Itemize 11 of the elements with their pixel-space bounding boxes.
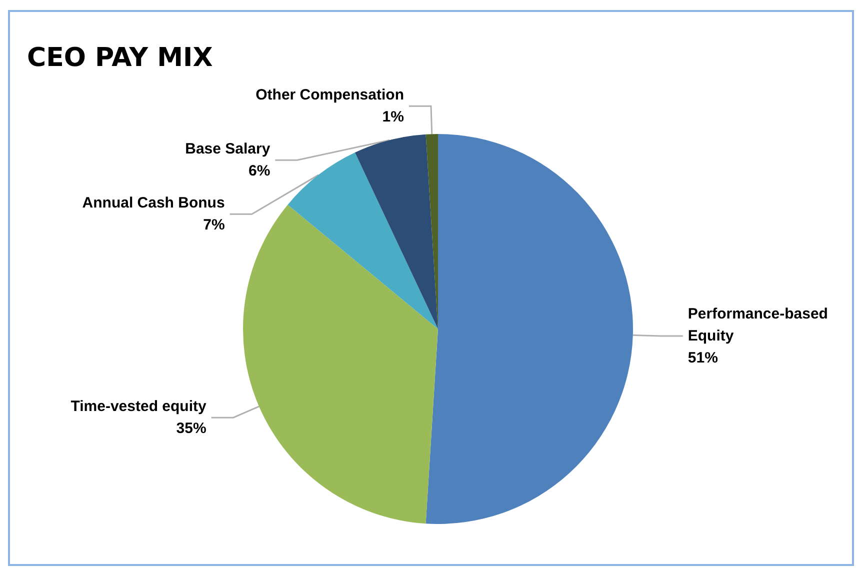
chart-title: CEO PAY MIX <box>27 43 213 73</box>
slice-label: Time-vested equity <box>70 398 207 416</box>
slice-label: Other Compensation <box>256 86 404 104</box>
data-label: 6% <box>248 162 270 180</box>
slice-label: Base Salary <box>185 140 271 158</box>
data-label: 35% <box>176 420 206 438</box>
data-label: 7% <box>203 216 225 234</box>
slice-label: Annual Cash Bonus <box>82 194 225 212</box>
data-label: 51% <box>688 350 718 367</box>
data-label: 1% <box>382 108 404 126</box>
slice-label: Performance-based Equity <box>688 306 832 345</box>
